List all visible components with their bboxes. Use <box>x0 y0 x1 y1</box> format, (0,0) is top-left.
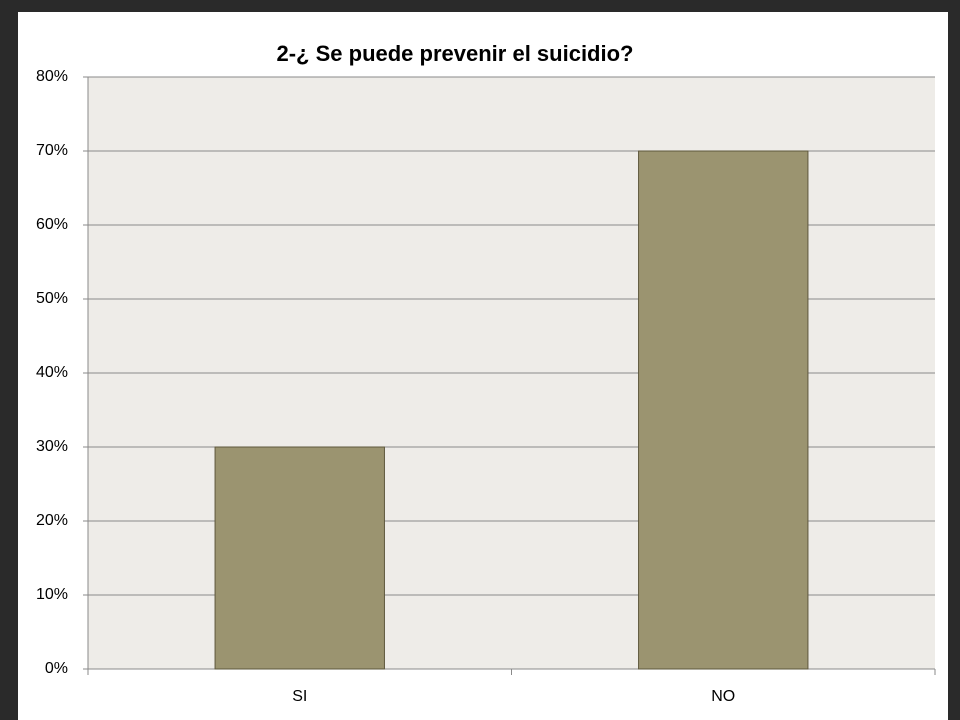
bar <box>214 446 385 670</box>
y-tick-label: 80% <box>36 68 68 85</box>
bar <box>638 150 809 670</box>
y-tick-label: 30% <box>36 438 68 455</box>
x-tick-label: SI <box>292 688 307 705</box>
x-tick-label: NO <box>711 688 735 705</box>
y-tick-label: 0% <box>45 660 68 677</box>
y-tick-label: 60% <box>36 216 68 233</box>
y-tick-label: 20% <box>36 512 68 529</box>
chart-title: 2-¿ Se puede prevenir el suicidio? <box>277 41 634 66</box>
y-tick-label: 10% <box>36 586 68 603</box>
y-tick-label: 50% <box>36 290 68 307</box>
y-tick-label: 40% <box>36 364 68 381</box>
y-tick-label: 70% <box>36 142 68 159</box>
